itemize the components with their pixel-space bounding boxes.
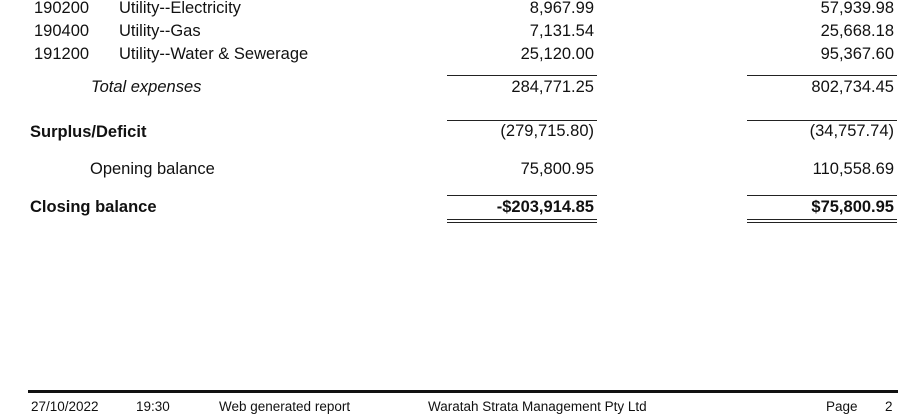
opening-balance-previous: 110,558.69 [812,160,894,178]
opening-balance-current: 75,800.95 [520,160,594,178]
surplus-previous: (34,757.74) [809,122,894,140]
surplus-label: Surplus/Deficit [30,123,147,141]
footer-company: Waratah Strata Management Pty Ltd [428,399,647,414]
closing-balance-current: -$203,914.85 [496,198,594,216]
previous-amount: 25,668.18 [820,22,894,40]
footer-date: 27/10/2022 [31,399,99,414]
current-amount: 25,120.00 [520,45,594,63]
closing-balance-previous: $75,800.95 [811,198,894,216]
current-amount: 7,131.54 [529,22,594,40]
closing-rule [447,195,597,196]
footer-report-note: Web generated report [219,399,351,414]
account-name: Utility--Gas [119,22,201,40]
surplus-rule [447,120,597,121]
account-name: Utility--Water & Sewerage [119,45,309,63]
closing-double-rule [747,219,897,223]
account-name: Utility--Electricity [119,0,241,17]
subtotal-rule [447,75,597,76]
footer-time: 19:30 [136,399,170,414]
account-code: 190200 [34,0,90,17]
surplus-current: (279,715.80) [500,122,594,140]
previous-amount: 57,939.98 [820,0,894,17]
closing-double-rule [447,219,597,223]
previous-amount: 95,367.60 [820,45,894,63]
current-amount: 8,967.99 [529,0,594,17]
total-expenses-label: Total expenses [91,78,202,96]
footer-page-label: Page [826,399,858,414]
surplus-rule [747,120,897,121]
total-expenses-current: 284,771.25 [511,78,594,96]
footer-rule [28,390,898,393]
opening-balance-label: Opening balance [90,160,215,178]
account-code: 191200 [34,45,90,63]
closing-rule [747,195,897,196]
footer-page-number: 2 [885,399,893,414]
closing-balance-label: Closing balance [30,198,157,216]
subtotal-rule [747,75,897,76]
account-code: 190400 [34,22,90,40]
total-expenses-previous: 802,734.45 [811,78,894,96]
